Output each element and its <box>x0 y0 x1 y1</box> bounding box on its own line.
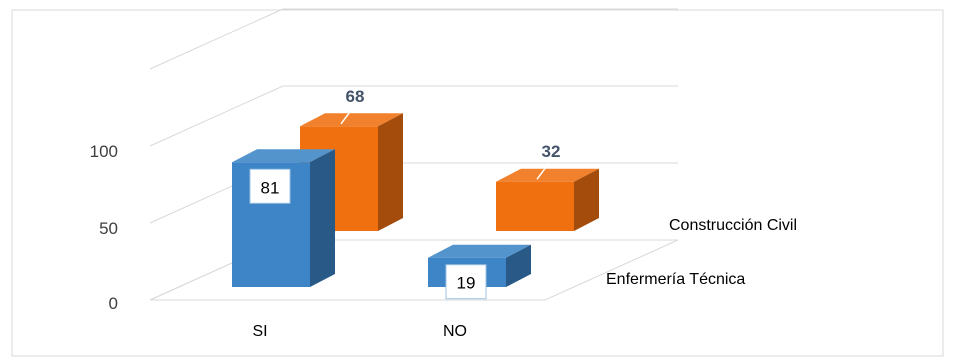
bar-top <box>428 244 531 258</box>
bar-top <box>232 149 335 163</box>
series-label: Construcción Civil <box>669 217 797 234</box>
data-label-box <box>445 264 487 300</box>
data-label-leader <box>340 107 354 125</box>
data-label: 19 <box>457 274 476 293</box>
bars <box>232 113 599 287</box>
y-tick-label: 100 <box>90 142 118 161</box>
bar-top <box>300 113 403 127</box>
bar-top <box>496 168 599 182</box>
bar-front <box>496 181 574 231</box>
series-label: Enfermería Técnica <box>606 271 745 288</box>
bar-side <box>378 113 403 231</box>
y-tick-label: 50 <box>99 219 118 238</box>
y-axis-ticks: 0 50 100 <box>90 142 118 313</box>
data-label: 81 <box>261 178 280 197</box>
data-label: 68 <box>346 87 365 106</box>
bar <box>232 149 335 287</box>
bar-side <box>506 244 531 287</box>
series-depth-labels: Construcción Civil Enfermería Técnica <box>606 217 797 288</box>
bar-side <box>310 149 335 287</box>
gridline-side <box>149 8 284 70</box>
gridline-side <box>149 85 284 147</box>
bar <box>496 168 599 231</box>
data-label-box <box>249 168 291 204</box>
data-label: 32 <box>542 142 561 161</box>
data-labels: 68 32 81 19 <box>249 87 561 300</box>
data-label-leader <box>536 162 550 180</box>
y-tick-label: 0 <box>109 294 118 313</box>
category-label: SI <box>252 323 267 340</box>
category-label: NO <box>443 323 467 340</box>
chart-frame <box>11 9 944 357</box>
bar-side <box>574 168 599 231</box>
category-labels: SI NO <box>252 323 467 340</box>
